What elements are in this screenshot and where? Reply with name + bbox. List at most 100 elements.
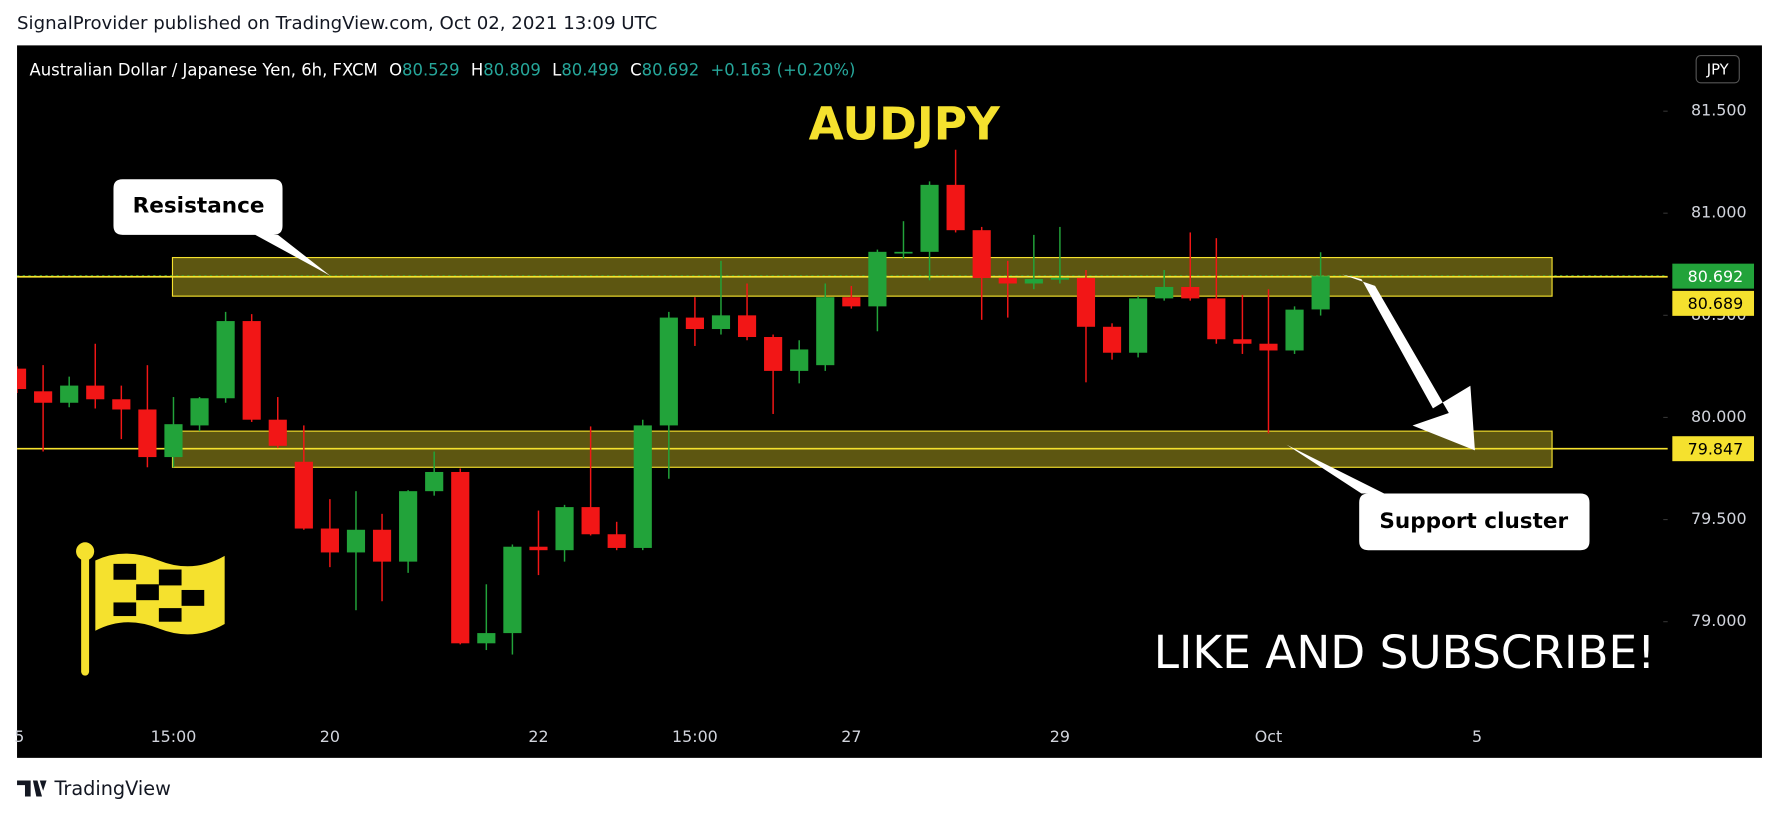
candle-body [816,297,835,366]
x-tick-label: 15:00 [151,727,197,746]
currency: JPY [1706,61,1730,78]
x-tick-label: 29 [1050,727,1070,746]
candle-body [998,277,1017,284]
candle-body [790,349,809,371]
x-tick-label: 15:00 [672,727,718,746]
candle-body [399,491,418,562]
candle-body [633,425,652,548]
flag-check [113,602,137,617]
ohlc-value: 80.499 [561,60,619,79]
x-tick-label: 22 [528,727,548,746]
candle-body [1233,339,1252,344]
candle-body [1311,276,1330,310]
x-tick-label: 5 [1472,727,1482,746]
ohlc-key: H [471,60,483,79]
chart-title: AUDJPY [809,98,1001,151]
candle-body [451,471,470,644]
arrow [1342,274,1475,451]
candle-body [294,461,313,529]
x-tick-label: Oct [1255,727,1282,746]
candle-body [894,251,913,254]
candle-body [711,315,731,330]
candle-body [868,251,887,307]
price-label-box [1672,263,1755,289]
flag-check [136,584,159,601]
ohlc-key: C [630,60,641,79]
y-tick-label: 81.000 [1691,203,1747,222]
flag-check [158,569,182,586]
candle-body [607,534,626,548]
x-tick-label: 20 [320,727,340,746]
price-label: 80.689 [1688,294,1744,313]
candle-body [685,317,704,330]
candle-body [60,385,79,403]
candle-body [503,546,522,634]
candle-body [17,368,27,390]
candle-body [1102,326,1122,353]
candle-body [425,471,444,492]
zone-label: Support cluster [1379,509,1568,534]
ohlc-value: 80.809 [483,60,541,79]
price-label: 79.847 [1688,439,1744,458]
flag-ball [76,542,95,561]
price-label: 80.692 [1688,267,1744,286]
candle-body [112,399,131,410]
price-label-box [1672,290,1755,316]
flag-icon [76,542,225,676]
candle-body [86,385,105,400]
y-tick-label: 79.000 [1691,611,1747,630]
candle-body [268,419,287,446]
zone-label: Resistance [133,193,265,218]
annotation: LIKE AND SUBSCRIBE! [1154,626,1656,679]
currency-box [1695,55,1740,84]
candle-body [1050,277,1069,280]
candle-body [138,409,157,458]
candle-body [581,507,600,535]
candle-body [346,529,366,553]
flag-check [113,563,137,580]
price-label-box [1672,436,1755,462]
candle-body [1285,309,1304,351]
candle-body [216,321,235,399]
candle-body [1181,286,1200,299]
candle-body [190,398,209,426]
change: +0.163 (+0.20%) [711,60,856,79]
candle-body [1259,343,1278,351]
y-tick-label: 79.500 [1691,509,1747,528]
candle-body [242,321,261,420]
callout-box [1286,444,1590,551]
candle-body [529,546,548,551]
callout-box [113,179,331,276]
candle-body [764,336,783,371]
publish-info: SignalProvider published on TradingView.… [17,13,657,34]
candle-body [320,528,339,553]
candle-body [555,507,574,551]
footer: TradingView [17,777,171,800]
ohlc-key: L [552,60,562,79]
y-tick-label: 80.000 [1691,407,1747,426]
candle-body [737,315,757,337]
ohlc-key: O [389,60,402,79]
x-tick-label: 27 [841,727,861,746]
candle-body [1129,298,1148,353]
flag-check [158,608,182,622]
candle-body [372,529,392,562]
symbol-legend: Australian Dollar / Japanese Yen, 6h, FX… [30,60,856,79]
ohlc-value: 80.692 [642,60,700,79]
y-tick-label: 81.500 [1691,101,1747,120]
symbol-name: Australian Dollar / Japanese Yen, 6h, FX… [30,60,378,79]
candle-body [34,391,53,403]
candle-body [1207,298,1226,340]
candle-body [1076,277,1096,327]
candle-body [1155,286,1174,299]
candle-body [920,184,939,252]
candle-body [842,297,861,307]
x-tick-label: 5 [14,727,24,746]
candle-body [946,184,965,231]
ohlc-value: 80.529 [402,60,460,79]
brand-logo [17,780,47,797]
overlay: Resistance Support cluster [76,55,1740,676]
candle-body [477,633,496,644]
